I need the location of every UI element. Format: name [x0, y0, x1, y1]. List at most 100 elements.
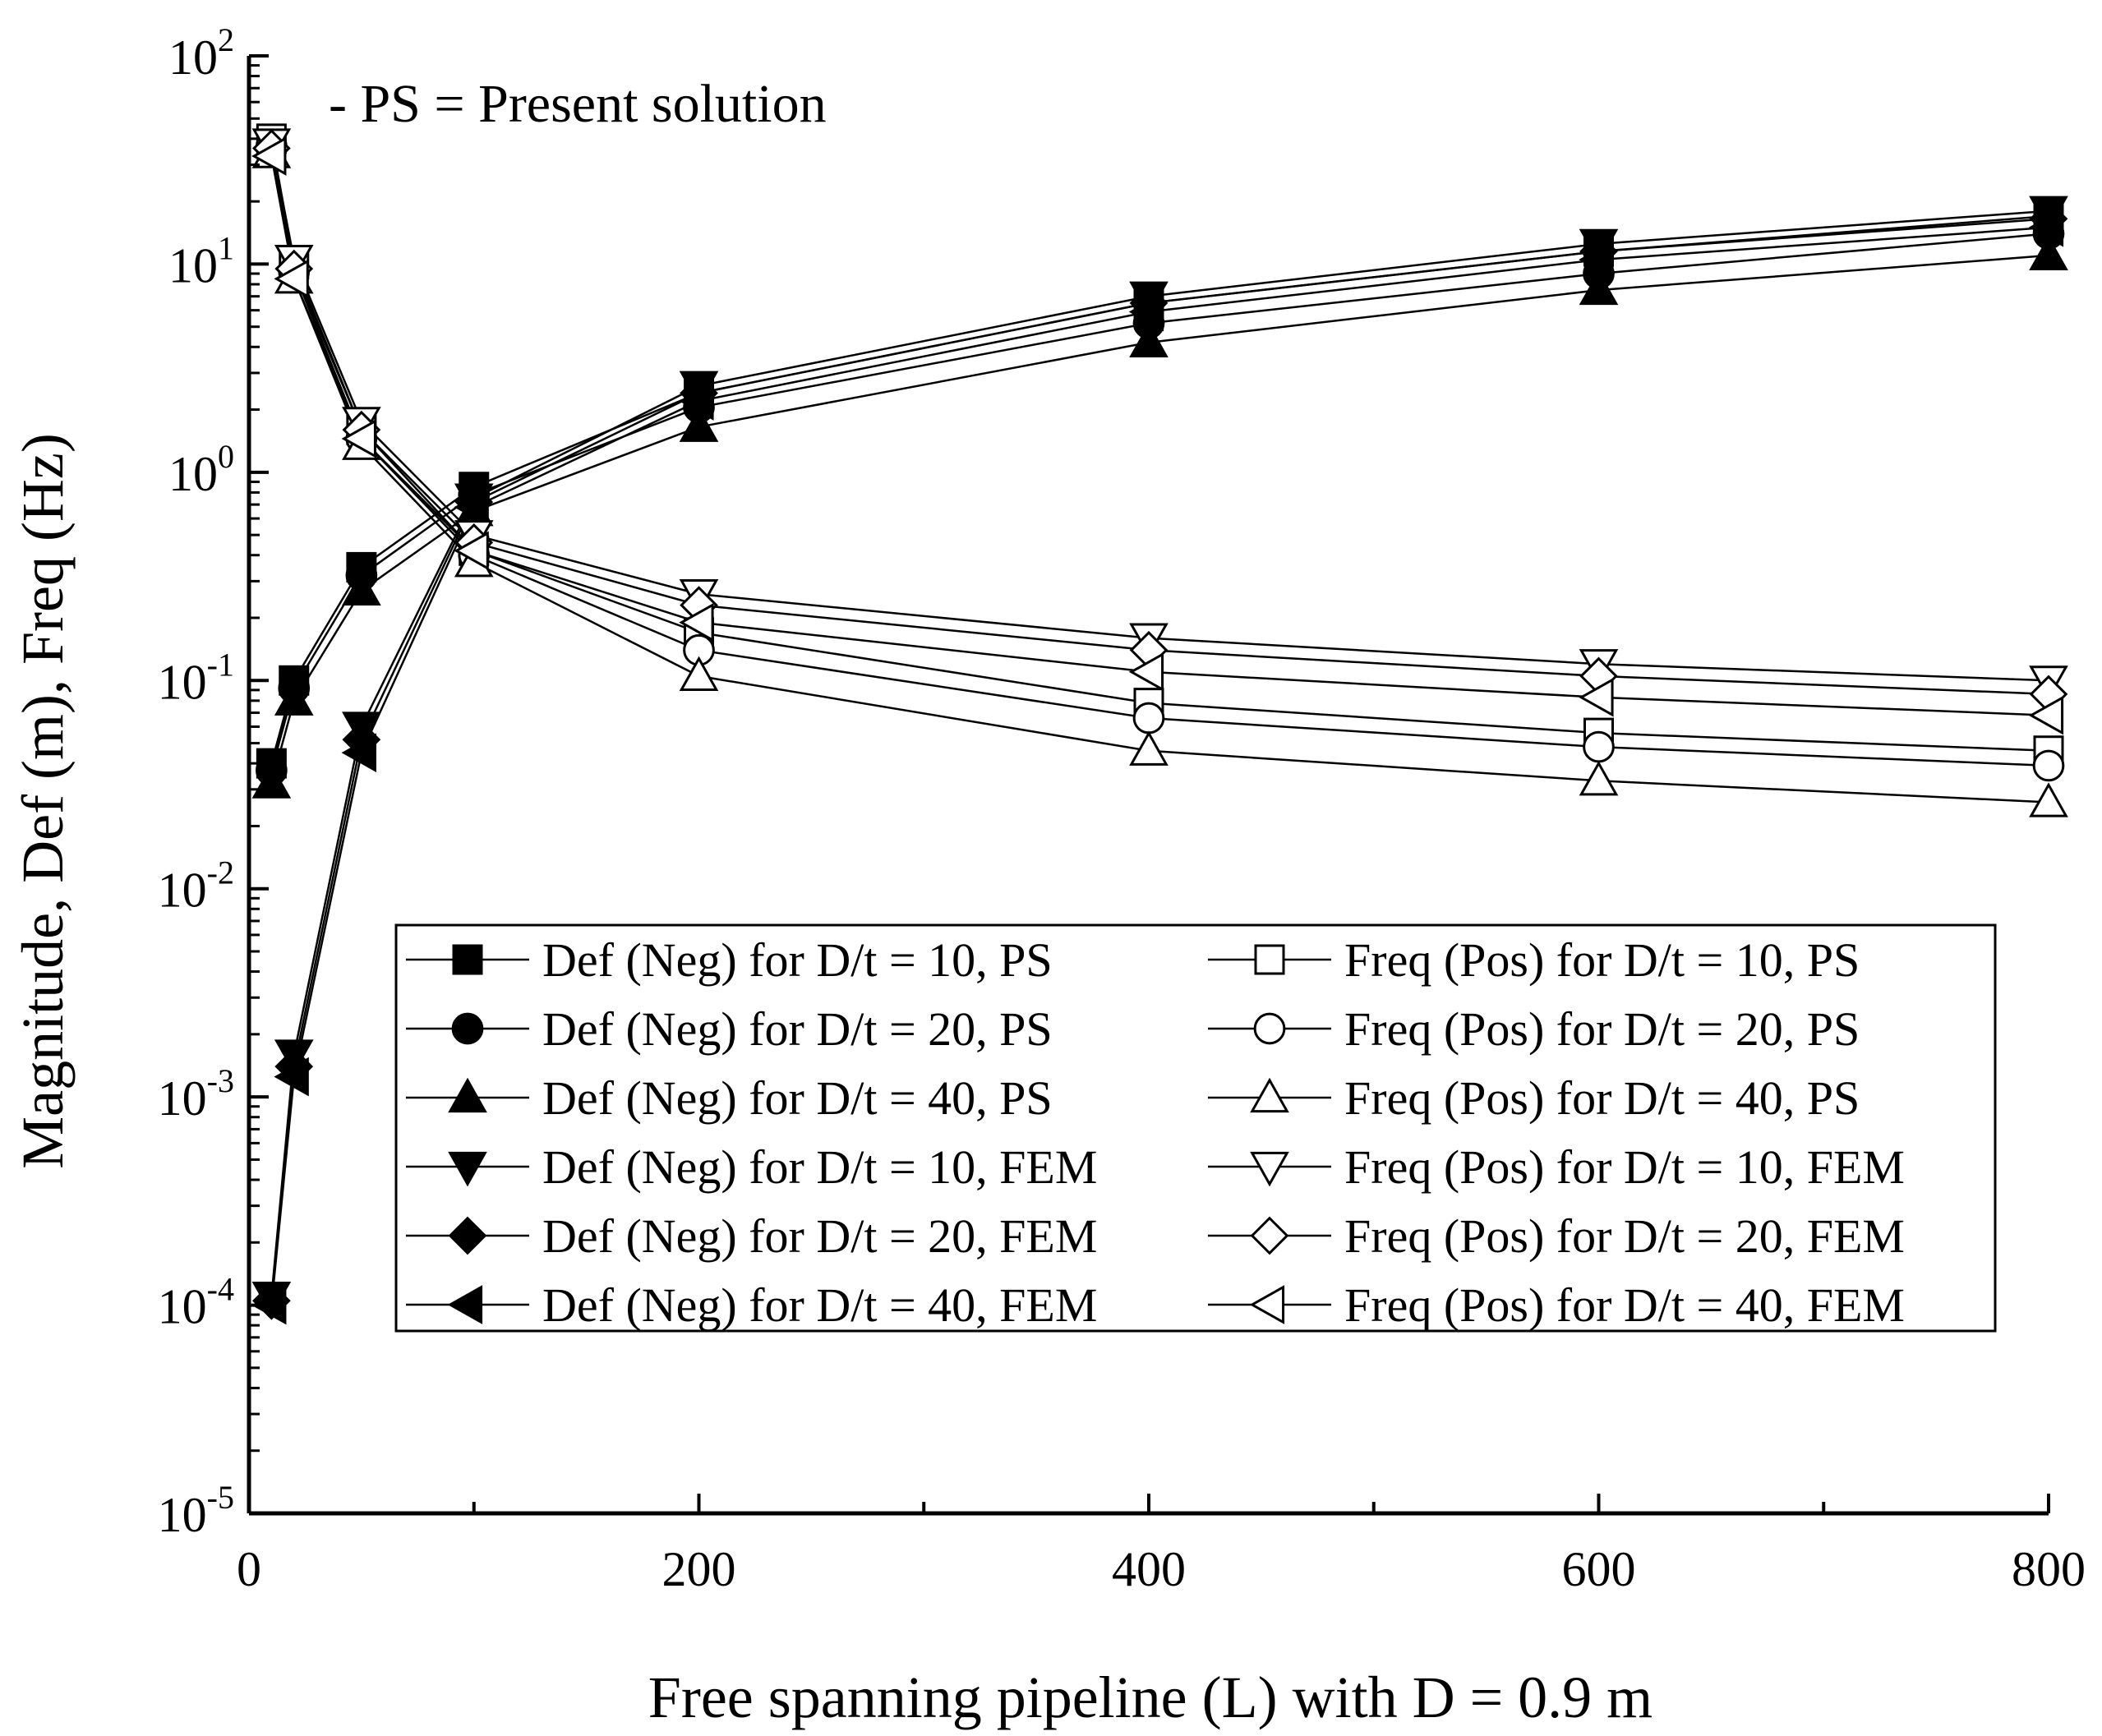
data-point	[679, 602, 714, 642]
legend-label: Def (Neg) for D/t = 20, PS	[542, 1002, 1053, 1056]
data-point	[274, 1057, 309, 1097]
legend: Def (Neg) for D/t = 10, PS Def (Neg) for …	[394, 923, 1997, 1333]
legend-entry: Freq (Pos) for D/t = 20, PS	[1208, 1002, 1860, 1056]
series-markers-12	[251, 136, 2064, 735]
data-point	[341, 419, 376, 458]
legend-marker	[452, 944, 483, 975]
series-6	[270, 226, 2049, 1305]
series-line	[270, 143, 2049, 682]
data-point	[251, 136, 287, 176]
legend-label: Freq (Pos) for D/t = 40, PS	[1344, 1071, 1860, 1125]
legend-label: Def (Neg) for D/t = 40, FEM	[542, 1278, 1097, 1332]
legend-marker	[1249, 1285, 1285, 1324]
legend-label: Freq (Pos) for D/t = 40, FEM	[1344, 1278, 1905, 1332]
legend-label: Def (Neg) for D/t = 10, PS	[542, 933, 1053, 987]
y-axis-title: Magnitude, Def (m), Freq (Hz)	[10, 433, 76, 1169]
data-point	[679, 656, 719, 691]
x-tick-label: 200	[662, 1542, 736, 1596]
legend-marker	[447, 1285, 483, 1324]
legend-label: Def (Neg) for D/t = 10, FEM	[542, 1140, 1097, 1194]
data-point	[2032, 749, 2065, 782]
legend-marker	[451, 1012, 484, 1045]
axes: 0 200 400 600 800 102 101 100 10-1 10-2 10-3 10-4 10…	[158, 21, 2086, 1596]
y-tick-label: 10-3	[158, 1062, 234, 1126]
legend-marker	[448, 1077, 487, 1113]
series-5	[270, 218, 2049, 1301]
data-point	[1132, 702, 1165, 734]
legend-marker	[448, 1216, 487, 1255]
data-point	[1129, 730, 1169, 766]
data-point	[1129, 322, 1169, 357]
y-tick-label: 10-5	[158, 1479, 234, 1542]
legend-marker	[1253, 1012, 1286, 1045]
x-tick-label: 0	[237, 1542, 261, 1596]
legend-entry: Freq (Pos) for D/t = 10, FEM	[1208, 1140, 1905, 1194]
legend-entry: Def (Neg) for D/t = 40, PS	[406, 1071, 1053, 1125]
legend-entry: Freq (Pos) for D/t = 10, PS	[1208, 933, 1860, 987]
x-axis-title: Free spanning pipeline (L) with D = 0.9 …	[648, 1665, 1653, 1730]
data-point	[1128, 292, 1164, 332]
series-markers-6	[251, 207, 2064, 1325]
series-line	[270, 145, 2049, 767]
data-point	[1579, 240, 1614, 279]
series-line	[270, 218, 2049, 1301]
legend-marker	[1254, 944, 1285, 975]
legend-marker	[1250, 1151, 1289, 1187]
legend-label: Freq (Pos) for D/t = 20, FEM	[1344, 1209, 1905, 1263]
data-point	[2029, 782, 2068, 817]
series-markers-10	[251, 128, 2068, 701]
legend-label: Freq (Pos) for D/t = 10, FEM	[1344, 1140, 1905, 1194]
y-tick-label: 10-4	[158, 1271, 234, 1334]
legend-marker	[1250, 1216, 1289, 1255]
data-point	[1128, 652, 1164, 692]
series-4	[270, 210, 2049, 1297]
data-point	[274, 680, 314, 716]
legend-label: Freq (Pos) for D/t = 10, PS	[1344, 933, 1860, 987]
y-tick-label: 10-1	[158, 646, 234, 709]
legend-label: Def (Neg) for D/t = 40, PS	[542, 1071, 1053, 1125]
y-tick-label: 102	[168, 21, 234, 85]
data-point	[342, 570, 381, 606]
legend-box	[394, 923, 1997, 1333]
x-tick-label: 600	[1562, 1542, 1636, 1596]
series-line	[270, 155, 2049, 716]
legend-entry: Def (Neg) for D/t = 10, FEM	[406, 1140, 1097, 1194]
annotation: - PS = Present solution	[329, 74, 827, 134]
series-line	[270, 210, 2049, 1297]
data-point	[1579, 760, 1619, 796]
y-tick-label: 101	[168, 229, 234, 292]
y-tick-label: 10-2	[158, 854, 234, 918]
data-point	[2028, 695, 2064, 735]
data-point	[2029, 235, 2068, 271]
legend-entry: Freq (Pos) for D/t = 40, PS	[1208, 1071, 1860, 1125]
data-point	[1583, 730, 1615, 763]
legend-entry: Freq (Pos) for D/t = 40, FEM	[1208, 1278, 1905, 1332]
series-12	[270, 155, 2049, 716]
legend-entry: Def (Neg) for D/t = 20, PS	[406, 1002, 1053, 1056]
plot-area	[251, 123, 2068, 1325]
series-10	[270, 143, 2049, 682]
legend-entry: Def (Neg) for D/t = 10, PS	[406, 933, 1053, 987]
legend-entry: Def (Neg) for D/t = 40, FEM	[406, 1278, 1097, 1332]
data-point	[454, 487, 489, 527]
y-tick-label: 100	[168, 438, 234, 501]
legend-label: Freq (Pos) for D/t = 20, PS	[1344, 1002, 1860, 1056]
series-markers-11	[252, 129, 2068, 714]
data-point	[454, 531, 489, 571]
series-8	[270, 145, 2049, 767]
series-line	[270, 226, 2049, 1305]
legend-entry: Freq (Pos) for D/t = 20, FEM	[1208, 1209, 1905, 1263]
data-point	[679, 407, 719, 442]
legend-marker	[1250, 1077, 1289, 1113]
data-point	[679, 381, 714, 421]
data-point	[1579, 677, 1614, 717]
data-point	[274, 259, 309, 299]
legend-entry: Def (Neg) for D/t = 20, FEM	[406, 1209, 1097, 1263]
data-point	[251, 1285, 287, 1325]
data-point	[341, 733, 376, 772]
data-point	[2028, 207, 2064, 247]
x-tick-label: 800	[2012, 1542, 2086, 1596]
legend-label: Def (Neg) for D/t = 20, FEM	[542, 1209, 1097, 1263]
legend-marker	[448, 1151, 487, 1187]
